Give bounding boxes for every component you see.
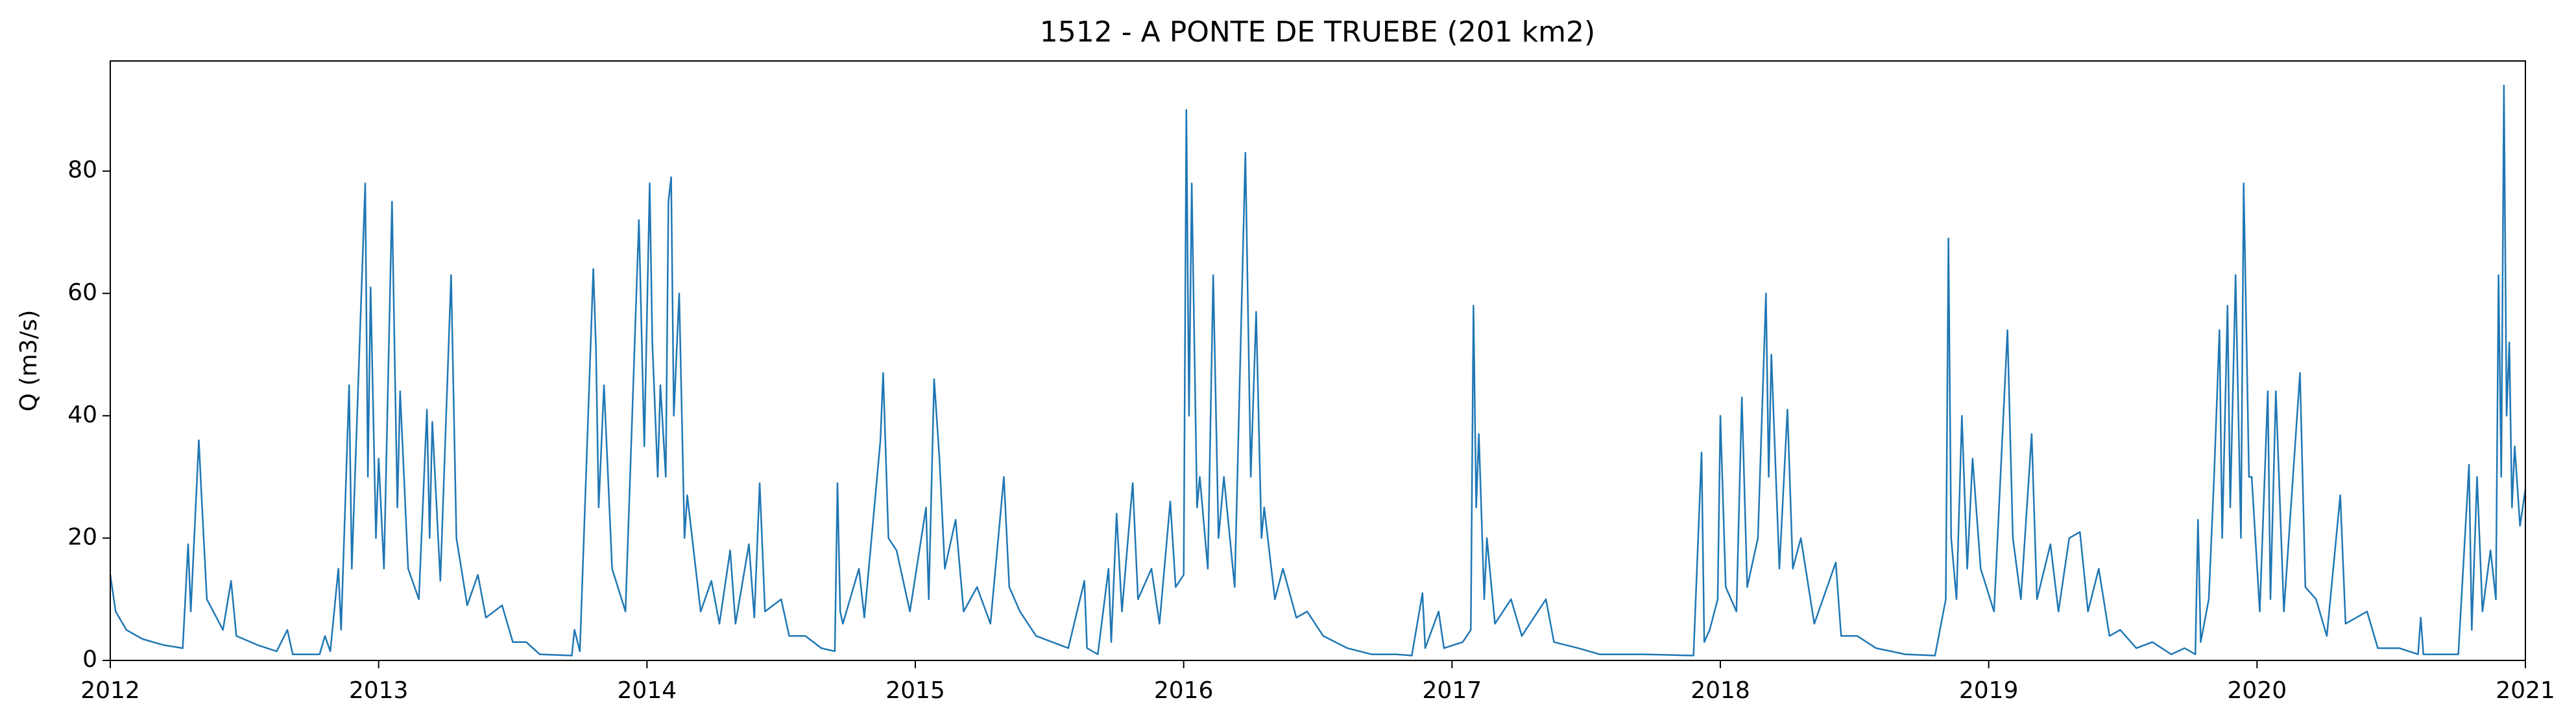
x-tick-label: 2016 — [1154, 677, 1214, 704]
plot-frame — [110, 60, 2526, 661]
x-tick-label: 2014 — [618, 677, 677, 704]
chart-title: 1512 - A PONTE DE TRUEBE (201 km2) — [1040, 16, 1595, 49]
y-tick-label: 80 — [67, 157, 97, 184]
y-tick-label: 20 — [67, 524, 97, 550]
x-tick-label: 2019 — [1959, 677, 2019, 704]
y-tick-label: 60 — [67, 279, 97, 306]
x-tick-label: 2013 — [349, 677, 409, 704]
x-tick-label: 2018 — [1691, 677, 1750, 704]
y-tick-label: 0 — [82, 646, 97, 673]
x-tick-label: 2021 — [2496, 677, 2555, 704]
x-tick-label: 2015 — [885, 677, 945, 704]
x-tick-label: 2017 — [1423, 677, 1482, 704]
series-line — [109, 84, 2527, 657]
x-tick-label: 2020 — [2228, 677, 2287, 704]
y-axis-label: Q (m3/s) — [16, 310, 42, 412]
x-tick-label: 2012 — [80, 677, 140, 704]
y-tick-label: 40 — [67, 402, 97, 428]
